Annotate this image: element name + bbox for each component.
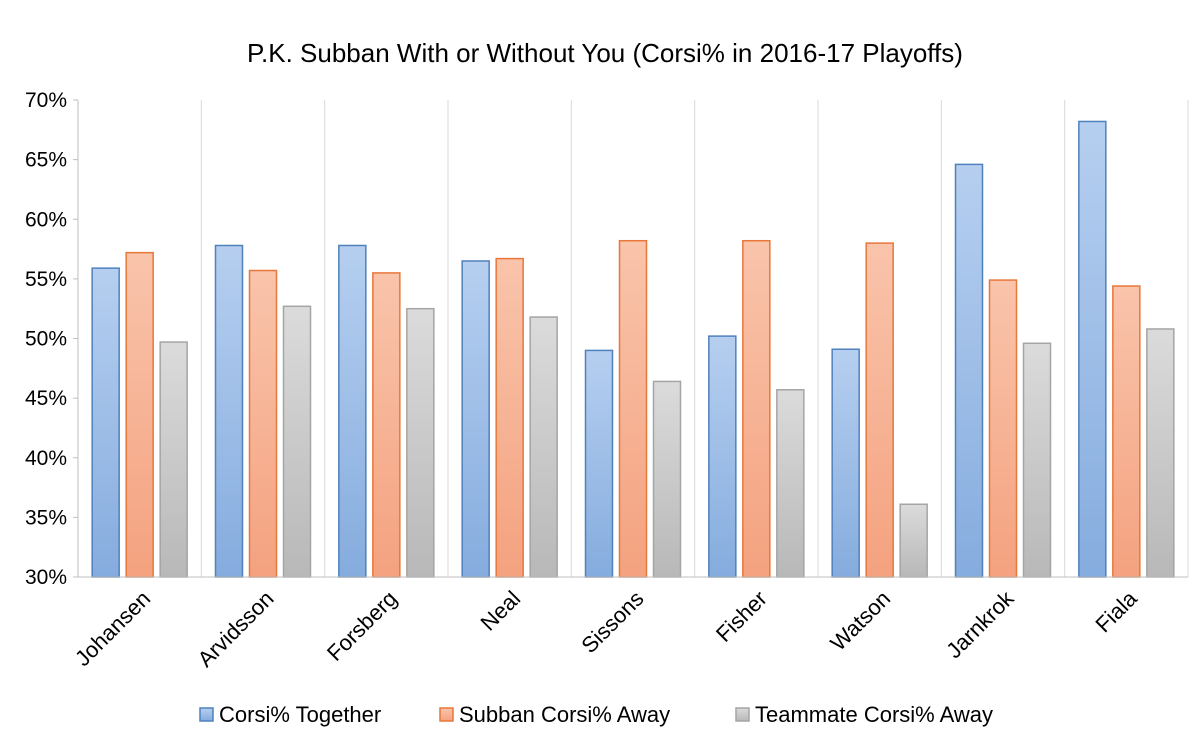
bar-forsberg-teammate-corsi-away [406, 307, 435, 578]
legend-label-subban-corsi-away: Subban Corsi% Away [459, 702, 670, 727]
y-tick-label: 40% [25, 447, 67, 470]
bar-arvidsson-subban-corsi-away [248, 269, 278, 578]
bar-fiala-teammate-corsi-away [1146, 328, 1175, 578]
x-tick-labels: Johansen Arvidsson Forsberg Neal Sissons Fish… [70, 585, 1142, 672]
bar-forsberg-corsi-together [338, 244, 367, 578]
bar-fisher-corsi-together [708, 335, 737, 578]
bar-fiala-corsi-together [1078, 120, 1107, 578]
x-tick-label-forsberg: Forsberg [322, 586, 402, 666]
bar-arvidsson-corsi-together [214, 244, 244, 578]
x-tick-label-watson: Watson [825, 586, 895, 656]
y-tick-label: 55% [25, 268, 67, 291]
bar-sissons-subban-corsi-away [618, 239, 648, 578]
bar-neal-subban-corsi-away [495, 257, 524, 578]
y-tick-label: 45% [25, 387, 67, 410]
x-tick-label-fisher: Fisher [711, 586, 772, 647]
bar-johansen-subban-corsi-away [125, 251, 154, 578]
y-tick-label: 35% [25, 506, 67, 529]
y-tick-label: 70% [25, 89, 67, 112]
bar-fisher-teammate-corsi-away [776, 389, 805, 578]
y-tick-label: 50% [25, 328, 67, 351]
bars-layer [91, 120, 1175, 578]
bar-jarnkrok-teammate-corsi-away [1022, 342, 1052, 578]
bar-neal-teammate-corsi-away [529, 316, 558, 578]
legend-swatch-subban-corsi-away [439, 707, 454, 722]
bar-johansen-teammate-corsi-away [159, 341, 188, 578]
bar-watson-corsi-together [831, 348, 860, 578]
bar-arvidsson-teammate-corsi-away [282, 305, 312, 578]
x-tick-label-fiala: Fiala [1090, 585, 1142, 637]
bar-jarnkrok-subban-corsi-away [988, 279, 1018, 578]
legend-label-corsi-together: Corsi% Together [219, 702, 381, 727]
bar-fisher-subban-corsi-away [742, 239, 771, 578]
legend-swatch-corsi-together [199, 707, 214, 722]
x-tick-label-arvidsson: Arvidsson [193, 586, 279, 672]
chart-title: P.K. Subban With or Without You (Corsi% … [247, 38, 963, 68]
legend: Corsi% Together Subban Corsi% Away Teammat… [199, 702, 993, 727]
y-tick-label: 30% [25, 566, 67, 589]
axis-layer [73, 99, 1188, 578]
y-tick-label: 65% [25, 149, 67, 172]
grid-layer [77, 100, 1189, 577]
bar-watson-subban-corsi-away [865, 242, 894, 578]
bar-sissons-corsi-together [584, 349, 614, 578]
bar-watson-teammate-corsi-away [899, 503, 928, 578]
bar-fiala-subban-corsi-away [1112, 285, 1141, 578]
y-tick-label: 60% [25, 208, 67, 231]
x-tick-label-johansen: Johansen [70, 586, 155, 671]
legend-swatch-teammate-corsi-away [735, 707, 750, 722]
x-tick-label-sissons: Sissons [576, 586, 648, 658]
bar-jarnkrok-corsi-together [954, 163, 984, 578]
x-tick-label-neal: Neal [476, 586, 526, 636]
bar-sissons-teammate-corsi-away [652, 380, 682, 578]
legend-label-teammate-corsi-away: Teammate Corsi% Away [755, 702, 993, 727]
bar-johansen-corsi-together [91, 267, 120, 578]
bar-forsberg-subban-corsi-away [372, 272, 401, 578]
bar-neal-corsi-together [461, 260, 490, 578]
y-tick-labels: 30% 35% 40% 45% 50% 55% 60% 65% 70% [25, 89, 67, 589]
x-tick-label-jarnkrok: Jarnkrok [941, 585, 1019, 663]
